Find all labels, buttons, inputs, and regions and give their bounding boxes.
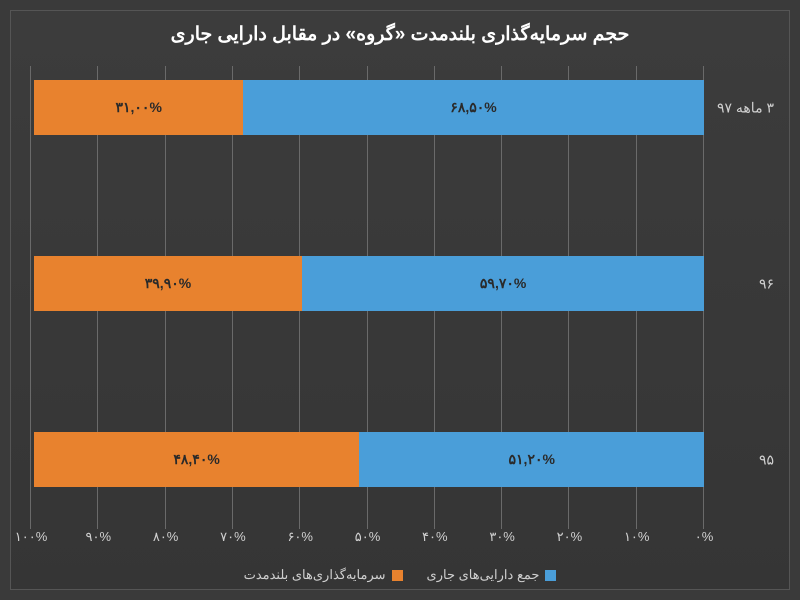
x-tick-label: ۱۰۰% [15,529,48,545]
x-tick-label: ۸۰% [153,529,179,545]
bar-segment-series1: ۶۸,۵۰% [243,80,704,135]
x-tick-label: ۳۰% [489,529,515,545]
legend-label-2: سرمایه‌گذاری‌های بلندمدت [244,567,386,583]
bar-segment-series2: ۳۱,۰۰% [34,80,243,135]
legend-swatch-1 [545,570,556,581]
x-tick-label: ۰% [695,529,714,545]
bar-segment-series1: ۵۹,۷۰% [302,256,704,311]
y-axis-label: ۹۵ [714,451,774,468]
x-tick-label: ۴۰% [422,529,448,545]
bar-row: ۵۹,۷۰%۳۹,۹۰%۹۶ [31,256,704,311]
x-tick-label: ۵۰% [355,529,381,545]
bar-row: ۶۸,۵۰%۳۱,۰۰%۳ ماهه ۹۷ [31,80,704,135]
legend: جمع دارایی‌های جاری سرمایه‌گذاری‌های بلن… [11,567,789,583]
x-tick-label: ۶۰% [287,529,313,545]
y-axis-label: ۳ ماهه ۹۷ [714,99,774,116]
bar-row: ۵۱,۲۰%۴۸,۴۰%۹۵ [31,432,704,487]
plot-area: ۶۸,۵۰%۳۱,۰۰%۳ ماهه ۹۷ ۵۹,۷۰%۳۹,۹۰%۹۶ ۵۱,۲۰… [31,66,704,529]
y-axis-label: ۹۶ [714,275,774,292]
x-tick-label: ۲۰% [557,529,583,545]
x-tick-label: ۷۰% [220,529,246,545]
chart-container: حجم سرمایه‌گذاری بلندمدت «گروه» در مقابل… [10,10,790,590]
legend-label-1: جمع دارایی‌های جاری [427,567,540,583]
x-tick-label: ۱۰% [624,529,650,545]
legend-item-2: سرمایه‌گذاری‌های بلندمدت [244,567,403,583]
chart-title: حجم سرمایه‌گذاری بلندمدت «گروه» در مقابل… [11,11,789,54]
legend-item-1: جمع دارایی‌های جاری [427,567,557,583]
x-axis: ۰%۱۰%۲۰%۳۰%۴۰%۵۰%۶۰%۷۰%۸۰%۹۰%۱۰۰% [31,529,704,549]
bar-segment-series2: ۳۹,۹۰% [34,256,303,311]
bar-segment-series2: ۴۸,۴۰% [34,432,360,487]
legend-swatch-2 [392,570,403,581]
bar-segment-series1: ۵۱,۲۰% [359,432,704,487]
x-tick-label: ۹۰% [86,529,112,545]
